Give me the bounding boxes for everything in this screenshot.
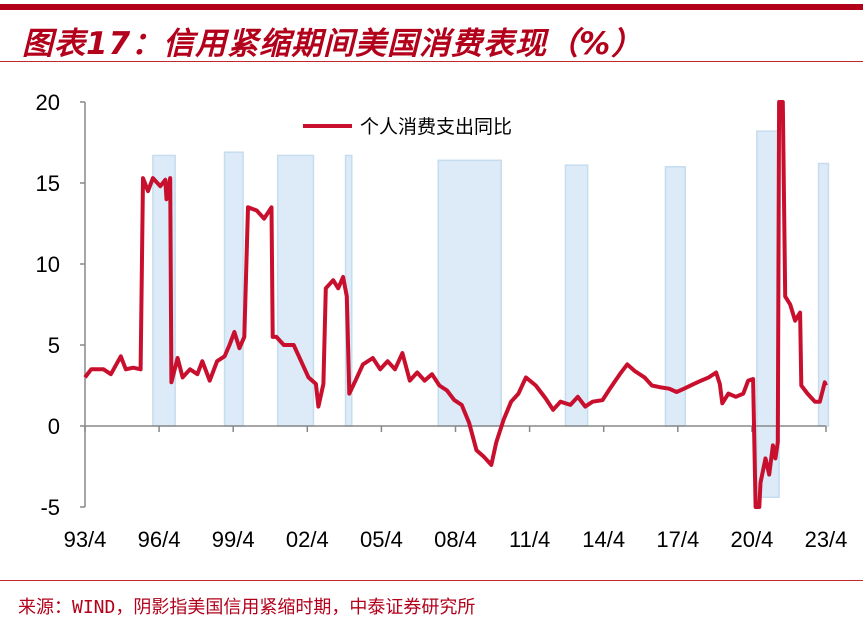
axes bbox=[80, 101, 827, 508]
x-tick-label: 23/4 bbox=[805, 527, 848, 552]
shaded-periods bbox=[152, 130, 830, 499]
legend-label: 个人消费支出同比 bbox=[360, 116, 512, 138]
tick-labels: -5 0 5 10 15 20 93/4 96/4 99/4 02/4 05/4 08/4 11/4 14… bbox=[36, 90, 848, 552]
x-tick-label: 05/4 bbox=[360, 527, 403, 552]
x-tick-label: 17/4 bbox=[656, 527, 699, 552]
top-accent-bar bbox=[0, 4, 863, 10]
x-tick-label: 96/4 bbox=[138, 527, 181, 552]
y-tick-label: 0 bbox=[48, 414, 60, 439]
chart-title: 图表17：信用紧缩期间美国消费表现（%） bbox=[22, 26, 644, 62]
x-tick-label: 99/4 bbox=[212, 527, 255, 552]
y-tick-label: -5 bbox=[40, 495, 60, 520]
x-tick-label: 08/4 bbox=[434, 527, 477, 552]
x-tick-label: 02/4 bbox=[286, 527, 329, 552]
y-tick-label: 20 bbox=[36, 90, 60, 115]
x-tick-label: 20/4 bbox=[730, 527, 773, 552]
x-tick-label: 11/4 bbox=[509, 527, 550, 552]
shaded-period bbox=[276, 154, 315, 427]
shaded-period bbox=[756, 130, 780, 499]
shaded-period bbox=[223, 151, 244, 427]
x-tick-label: 93/4 bbox=[64, 527, 107, 552]
shaded-period bbox=[564, 164, 589, 427]
y-tick-label: 15 bbox=[36, 171, 60, 196]
title-divider bbox=[0, 61, 863, 62]
x-tick-label: 14/4 bbox=[582, 527, 625, 552]
shaded-period bbox=[437, 159, 502, 427]
source-note: 来源：WIND，阴影指美国信用紧缩时期，中泰证券研究所 bbox=[18, 597, 476, 618]
series-line-consumption bbox=[83, 100, 828, 509]
footer-divider bbox=[0, 580, 863, 581]
y-tick-label: 10 bbox=[36, 252, 60, 277]
y-tick-label: 5 bbox=[48, 333, 60, 358]
